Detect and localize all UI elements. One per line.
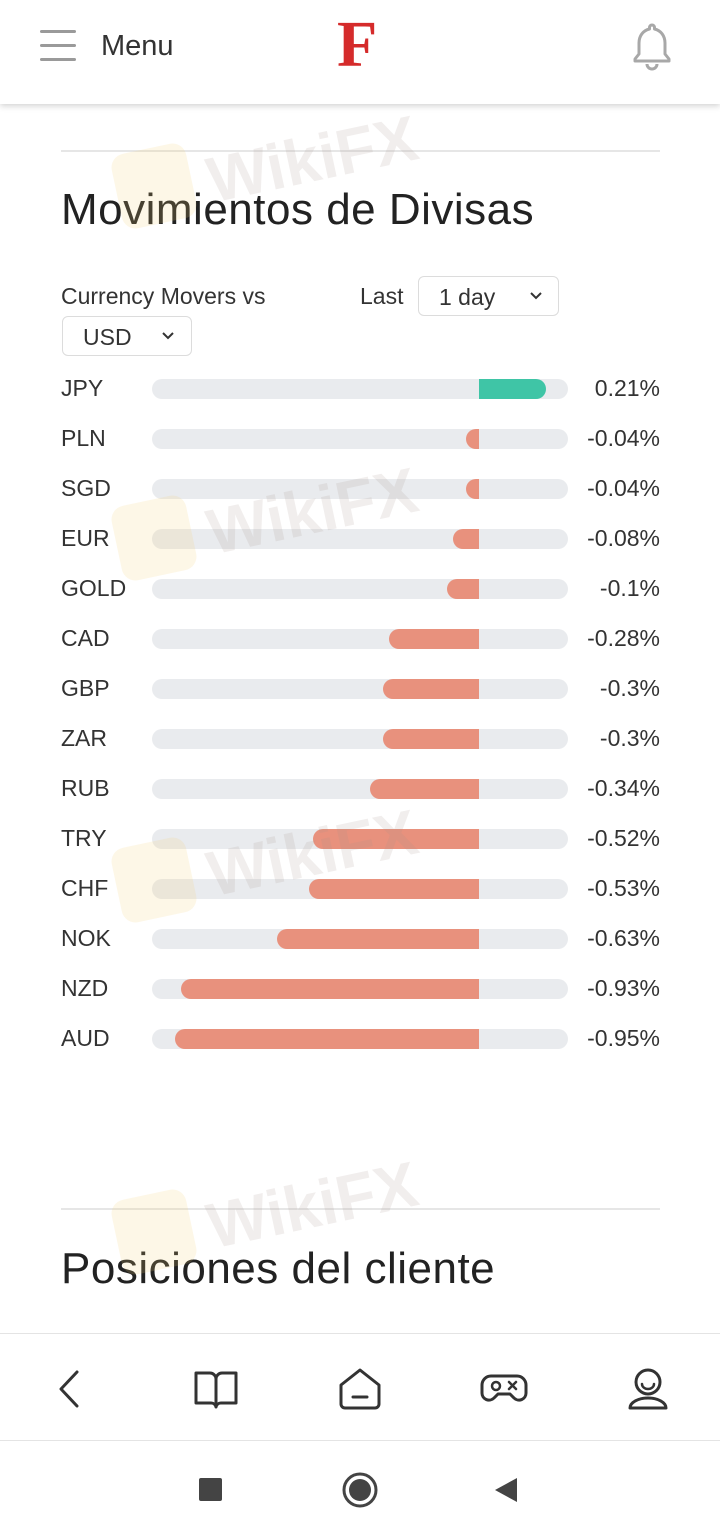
- currency-bar-negative: [447, 579, 479, 599]
- app-header: Menu F: [0, 0, 720, 104]
- currency-change-percent: -0.04%: [587, 475, 660, 501]
- brand-logo[interactable]: F: [337, 8, 378, 81]
- currency-bar-track: [152, 379, 568, 399]
- currency-code: EUR: [61, 525, 110, 551]
- base-currency-select[interactable]: USD: [62, 316, 192, 356]
- currency-bar-track: [152, 429, 568, 449]
- currency-change-percent: -0.93%: [587, 975, 660, 1001]
- currency-row: NZD -0.93%: [0, 973, 720, 1013]
- client-positions-title: Posiciones del cliente: [61, 1244, 496, 1293]
- games-controller-icon[interactable]: [479, 1364, 529, 1414]
- currency-bar-negative: [466, 429, 479, 449]
- currency-bar-track: [152, 629, 568, 649]
- currency-row: GOLD -0.1%: [0, 573, 720, 613]
- movers-vs-label: Currency Movers vs: [61, 283, 266, 309]
- currency-bar-negative: [309, 879, 479, 899]
- currency-bar-positive: [479, 379, 547, 399]
- browser-toolbar: [0, 1333, 720, 1441]
- currency-change-percent: -0.63%: [587, 925, 660, 951]
- currency-bar-track: [152, 479, 568, 499]
- currency-bar-negative: [389, 629, 479, 649]
- currency-bar-negative: [175, 1029, 479, 1049]
- currency-bar-negative: [383, 729, 479, 749]
- currency-row: RUB -0.34%: [0, 773, 720, 813]
- currency-code: RUB: [61, 775, 110, 801]
- home-icon[interactable]: [335, 1364, 385, 1414]
- currency-code: GBP: [61, 675, 110, 701]
- last-label: Last: [360, 283, 404, 309]
- currency-row: AUD -0.95%: [0, 1023, 720, 1063]
- currency-bar-track: [152, 779, 568, 799]
- currency-row: PLN -0.04%: [0, 423, 720, 463]
- currency-row: TRY -0.52%: [0, 823, 720, 863]
- currency-code: PLN: [61, 425, 106, 451]
- currency-change-percent: -0.1%: [599, 575, 660, 601]
- currency-change-percent: -0.04%: [587, 425, 660, 451]
- home-circle-icon[interactable]: [340, 1470, 380, 1510]
- currency-row: EUR -0.08%: [0, 523, 720, 563]
- currency-change-percent: -0.28%: [587, 625, 660, 651]
- currency-change-percent: -0.3%: [599, 725, 660, 751]
- period-select[interactable]: 1 day: [418, 276, 559, 316]
- currency-row: NOK -0.63%: [0, 923, 720, 963]
- currency-change-percent: -0.34%: [587, 775, 660, 801]
- section-divider: [61, 150, 660, 152]
- base-currency-value: USD: [83, 324, 132, 350]
- currency-change-percent: -0.53%: [587, 875, 660, 901]
- hamburger-menu-icon[interactable]: [40, 28, 76, 64]
- menu-label[interactable]: Menu: [101, 30, 174, 62]
- currency-bar-track: [152, 679, 568, 699]
- currency-bar-negative: [312, 829, 479, 849]
- currency-row: CAD -0.28%: [0, 623, 720, 663]
- currency-bar-negative: [466, 479, 479, 499]
- currency-bar-track: [152, 579, 568, 599]
- recent-apps-square-icon[interactable]: [199, 1478, 222, 1501]
- currency-bar-track: [152, 529, 568, 549]
- currency-bar-negative: [383, 679, 479, 699]
- back-triangle-icon[interactable]: [493, 1476, 519, 1504]
- currency-bar-track: [152, 729, 568, 749]
- chevron-down-icon: [530, 292, 542, 300]
- currency-change-percent: -0.52%: [587, 825, 660, 851]
- currency-change-percent: -0.3%: [599, 675, 660, 701]
- currency-code: NOK: [61, 925, 111, 951]
- section-divider: [61, 1208, 660, 1210]
- currency-code: NZD: [61, 975, 109, 1001]
- system-navigation-bar: [0, 1441, 720, 1537]
- currency-code: CAD: [61, 625, 110, 651]
- period-select-value: 1 day: [439, 284, 496, 310]
- currency-section-title: Movimientos de Divisas: [61, 185, 535, 234]
- currency-code: ZAR: [61, 725, 107, 751]
- currency-row: SGD -0.04%: [0, 473, 720, 513]
- currency-code: TRY: [61, 825, 107, 851]
- back-icon[interactable]: [46, 1364, 96, 1414]
- currency-bar-negative: [277, 929, 479, 949]
- currency-code: JPY: [61, 375, 104, 401]
- currency-bar-negative: [453, 529, 479, 549]
- currency-row: GBP -0.3%: [0, 673, 720, 713]
- currency-code: GOLD: [61, 575, 127, 601]
- currency-row: CHF -0.53%: [0, 873, 720, 913]
- bookmarks-book-icon[interactable]: [191, 1364, 241, 1414]
- currency-change-percent: -0.95%: [587, 1025, 660, 1051]
- currency-change-percent: -0.08%: [587, 525, 660, 551]
- currency-row: ZAR -0.3%: [0, 723, 720, 763]
- currency-code: AUD: [61, 1025, 110, 1051]
- currency-code: CHF: [61, 875, 109, 901]
- currency-row: JPY 0.21%: [0, 373, 720, 413]
- currency-code: SGD: [61, 475, 111, 501]
- currency-bar-negative: [370, 779, 479, 799]
- currency-bar-negative: [181, 979, 479, 999]
- profile-icon[interactable]: [623, 1364, 673, 1414]
- notification-bell-icon[interactable]: [630, 22, 674, 72]
- currency-change-percent: 0.21%: [594, 375, 660, 401]
- chevron-down-icon: [162, 332, 174, 340]
